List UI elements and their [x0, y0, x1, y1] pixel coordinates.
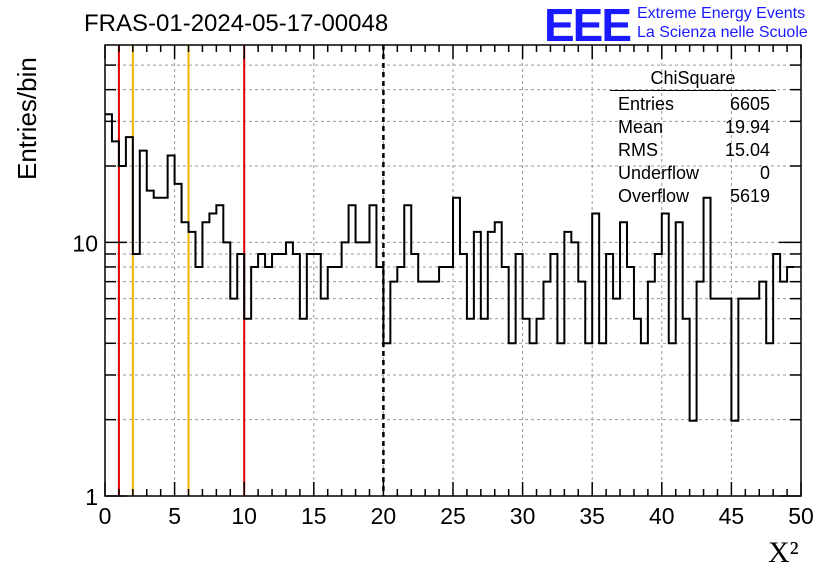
- y-tick-label: 10: [72, 230, 98, 256]
- stats-row: Mean 19.94: [610, 116, 778, 139]
- stats-row: Underflow 0: [610, 162, 778, 185]
- stats-row: RMS 15.04: [610, 139, 778, 162]
- stats-value: 5619: [729, 186, 770, 206]
- x-tick-label: 45: [719, 503, 745, 529]
- y-tick-label: 1: [85, 484, 98, 510]
- stats-label: Entries: [618, 94, 675, 114]
- stats-row: Entries 6605: [610, 93, 778, 116]
- y-axis-label: Entries/bin: [12, 57, 42, 180]
- x-axis-label: X²: [768, 536, 799, 569]
- stats-box: ChiSquare Entries 6605 Mean 19.94 RMS 15.04…: [610, 68, 778, 208]
- stats-value: 6605: [729, 94, 770, 114]
- logo-line-1: Extreme Energy Events: [637, 5, 806, 22]
- logo-line-2: La Scienza nelle Scuole: [637, 24, 808, 41]
- stats-header: ChiSquare: [610, 68, 776, 91]
- logo-caption: Extreme Energy Events La Scienza nelle S…: [637, 4, 808, 42]
- stats-label: Mean: [618, 117, 664, 137]
- stats-label: Underflow: [618, 163, 700, 183]
- stats-label: Overflow: [618, 186, 690, 206]
- y-tick-labels: 1 10: [72, 230, 98, 510]
- x-tick-label: 25: [440, 503, 466, 529]
- x-tick-label: 10: [231, 503, 257, 529]
- x-tick-label: 30: [510, 503, 536, 529]
- stats-row: Overflow 5619: [610, 185, 778, 208]
- x-tick-label: 50: [788, 503, 814, 529]
- x-tick-label: 40: [649, 503, 675, 529]
- stats-label: RMS: [618, 140, 658, 160]
- x-tick-labels: 0 5 10 15 20 25 30 35 40 45 50: [99, 503, 814, 529]
- x-tick-label: 5: [168, 503, 181, 529]
- axis-ticks: [104, 45, 802, 497]
- x-tick-label: 35: [579, 503, 605, 529]
- stats-value: 0: [759, 163, 770, 183]
- x-tick-label: 0: [99, 503, 112, 529]
- stats-value: 19.94: [724, 117, 770, 137]
- x-tick-label: 15: [301, 503, 327, 529]
- x-tick-label: 20: [371, 503, 397, 529]
- chart-title: FRAS-01-2024-05-17-00048: [84, 10, 389, 37]
- eee-logo: EEE: [544, 0, 632, 51]
- histogram-series: [105, 113, 795, 422]
- stats-value: 15.04: [724, 140, 770, 160]
